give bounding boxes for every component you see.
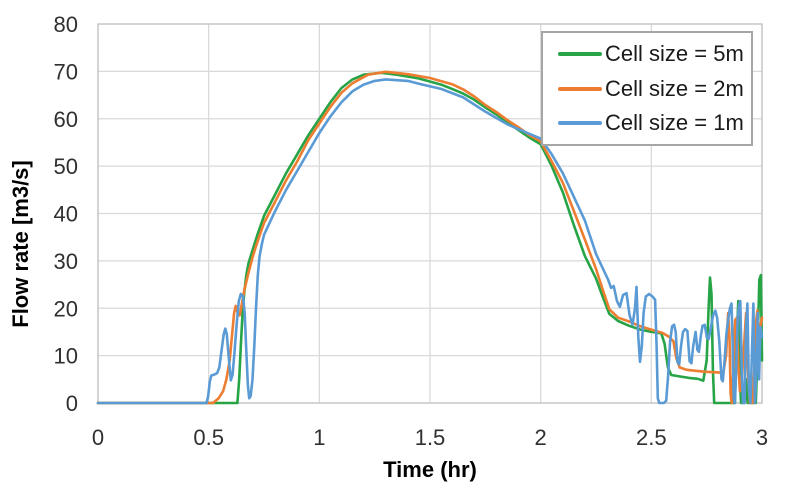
y-tick-label: 50 [54,154,78,179]
y-tick-label: 70 [54,59,78,84]
y-tick-label: 30 [54,249,78,274]
y-axis-title: Flow rate [m3/s] [8,160,33,328]
legend-line-swatch [558,86,602,91]
y-tick-label: 20 [54,296,78,321]
legend-item: Cell size = 5m [558,41,751,67]
legend-item-label: Cell size = 2m [605,75,744,101]
y-tick-label: 40 [54,202,78,227]
y-tick-label: 0 [66,391,78,416]
legend-item: Cell size = 2m [558,76,751,102]
legend-item-label: Cell size = 5m [605,41,744,67]
x-tick-label: 1.5 [415,425,446,450]
x-tick-label: 3 [756,425,768,450]
x-tick-label: 2.5 [636,425,667,450]
legend-item-label: Cell size = 1m [605,109,744,135]
legend-item: Cell size = 1m [558,110,751,136]
legend: Cell size = 5m Cell size = 2m Cell size = … [541,31,753,146]
y-tick-label: 10 [54,344,78,369]
y-tick-label: 60 [54,107,78,132]
y-tick-label: 80 [54,12,78,37]
plot-border [97,23,763,404]
x-tick-label: 2 [535,425,547,450]
x-tick-label: 0 [92,425,104,450]
x-axis-title: Time (hr) [383,457,477,482]
x-tick-label: 0.5 [193,425,224,450]
legend-line-swatch [558,52,602,57]
x-tick-label: 1 [313,425,325,450]
legend-line-swatch [558,120,602,125]
series-line-cell-size-1m [96,78,764,405]
